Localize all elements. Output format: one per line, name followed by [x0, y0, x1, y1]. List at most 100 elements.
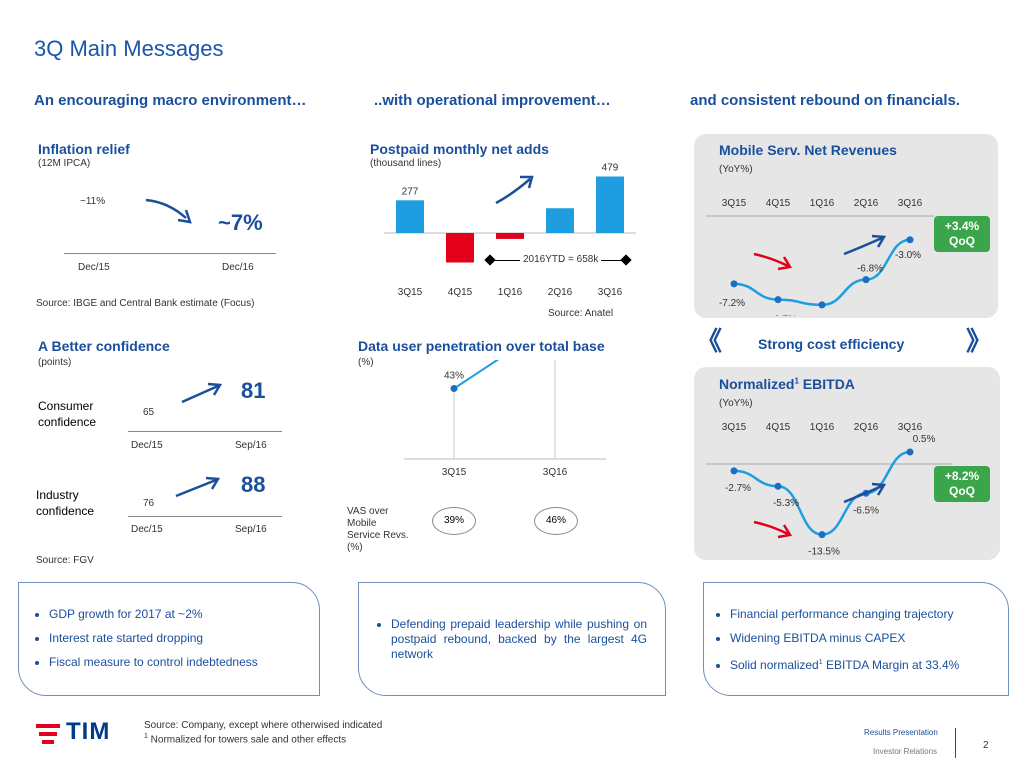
chevron-left-icon: 《 [696, 326, 723, 356]
postpaid-data-label: 277 [402, 186, 419, 197]
data-user-point-3Q15 [450, 385, 458, 392]
ebitda-data-label: -13.5% [808, 547, 840, 555]
ebitda-data-label: -5.3% [773, 498, 799, 509]
postpaid-bar-2Q16 [546, 208, 574, 233]
column-header-operational: ..with operational improvement… [374, 92, 611, 109]
ebitda-tick-label: 2Q16 [854, 422, 879, 433]
mobile-tick-label: 3Q15 [722, 198, 747, 209]
mobile-revenues-subtitle: (YoY%) [719, 164, 753, 175]
data-user-tick-label: 3Q15 [442, 467, 467, 478]
mobile-revenues-badge: +3.4% QoQ [934, 216, 990, 252]
confidence-source: Source: FGV [36, 555, 94, 566]
mobile-point-3Q16 [906, 236, 914, 244]
inflation-to-value: ~7% [218, 210, 263, 235]
postpaid-bar-3Q16 [596, 176, 624, 233]
tim-logo-icon [36, 724, 62, 744]
bullet-item: Interest rate started dropping [49, 631, 319, 646]
column-header-macro: An encouraging macro environment… [34, 92, 307, 109]
ebitda-data-label: 0.5% [913, 434, 936, 445]
footer-divider [955, 728, 956, 758]
confidence-title: A Better confidence [38, 338, 170, 354]
vas-label: VAS over Mobile Service Revs. (%) [347, 506, 409, 553]
bullet-item: Widening EBITDA minus CAPEX [730, 631, 1008, 646]
industry-to-value: 88 [241, 472, 266, 497]
chevron-right-icon: 》 [966, 326, 993, 356]
mobile-point-4Q15 [774, 296, 782, 304]
data-user-data-label: 43% [444, 371, 464, 382]
ebitda-data-label: -2.7% [725, 483, 751, 494]
data-user-title: Data user penetration over total base [358, 338, 605, 354]
mobile-revenues-title: Mobile Serv. Net Revenues [719, 142, 897, 158]
mobile-tick-label: 4Q15 [766, 198, 791, 209]
vas-value-3q16: 46% [534, 507, 578, 535]
postpaid-bar-4Q15 [446, 233, 474, 263]
mobile-tick-label: 1Q16 [810, 198, 835, 209]
tim-logo: TIM [66, 718, 111, 745]
ytd-marker: 2016YTD = 658k [484, 254, 632, 268]
ebitda-tick-label: 1Q16 [810, 422, 835, 433]
industry-confidence-label: Industry confidence [36, 488, 95, 518]
mobile-data-label: -3.0% [895, 250, 921, 261]
inflation-from-label: Dec/15 [78, 262, 110, 273]
industry-from-label: Dec/15 [131, 524, 163, 535]
trend-arrow-icon [843, 234, 887, 256]
operational-bullets-box: Defending prepaid leadership while pushi… [358, 582, 666, 696]
mobile-point-1Q16 [818, 301, 826, 309]
industry-to-label: Sep/16 [235, 524, 267, 535]
page-number: 2 [983, 740, 989, 751]
postpaid-tick-label: 1Q16 [498, 287, 523, 298]
inflation-title: Inflation relief [38, 141, 130, 157]
footer-note: 1 Normalized for towers sale and other e… [144, 733, 347, 746]
ebitda-point-3Q16 [906, 448, 914, 456]
column-header-financials: and consistent rebound on financials. [690, 92, 961, 109]
trend-arrow-icon [145, 198, 192, 224]
ebitda-data-label: -6.5% [853, 505, 879, 516]
diamond-icon [620, 254, 632, 266]
trend-arrow-icon [175, 476, 221, 498]
mobile-point-2Q16 [862, 276, 870, 284]
trend-arrow-icon [181, 382, 223, 404]
consumer-axis [128, 431, 282, 432]
macro-bullets-box: GDP growth for 2017 at ~2% Interest rate… [18, 582, 320, 696]
cost-efficiency-label: Strong cost efficiency [758, 336, 905, 352]
postpaid-tick-label: 2Q16 [548, 287, 573, 298]
decline-arrow-icon [753, 252, 793, 271]
financial-bullets-box: Financial performance changing trajector… [703, 582, 1009, 696]
postpaid-tick-label: 4Q15 [448, 287, 473, 298]
consumer-from-value: 65 [143, 407, 155, 418]
footer-ir-label: Investor Relations [873, 747, 938, 756]
ebitda-tick-label: 4Q15 [766, 422, 791, 433]
footer-source: Source: Company, except where otherwised… [144, 720, 383, 731]
mobile-revenues-line-chart: 3Q154Q151Q162Q163Q16-7.2%-8.7%-9.2%-6.8%… [706, 198, 934, 316]
vas-value-3q15: 39% [432, 507, 476, 535]
inflation-source: Source: IBGE and Central Bank estimate (… [36, 298, 255, 309]
postpaid-data-label: 479 [602, 162, 619, 173]
inflation-from-value: ~11% [80, 196, 106, 207]
ebitda-tick-label: 3Q15 [722, 422, 747, 433]
data-user-subtitle: (%) [358, 357, 374, 368]
consumer-confidence-label: Consumer confidence [38, 399, 97, 429]
postpaid-tick-label: 3Q16 [598, 287, 623, 298]
postpaid-subtitle: (thousand lines) [370, 158, 442, 169]
inflation-axis [64, 253, 276, 254]
mobile-tick-label: 3Q16 [898, 198, 923, 209]
data-user-line-chart: 43%3Q1550%3Q16 [404, 360, 606, 478]
ytd-label: 2016YTD = 658k [520, 254, 602, 265]
industry-axis [128, 516, 282, 517]
bullet-item: Financial performance changing trajector… [730, 607, 1008, 622]
postpaid-title: Postpaid monthly net adds [370, 141, 549, 157]
confidence-subtitle: (points) [38, 357, 72, 368]
data-user-series-line [453, 360, 500, 390]
decline-arrow-icon [753, 520, 793, 539]
ebitda-subtitle: (YoY%) [719, 398, 753, 409]
postpaid-bar-chart: 277 3Q15 4Q15 1Q16 2Q16 479 3Q16 [384, 162, 636, 298]
ebitda-line-chart: 3Q15 4Q15 1Q16 2Q16 3Q16 -2.7% -5.3% -13.5% -6.5… [706, 422, 952, 555]
inflation-subtitle: (12M IPCA) [38, 158, 91, 169]
data-user-tick-label: 3Q16 [543, 467, 568, 478]
consumer-from-label: Dec/15 [131, 440, 163, 451]
inflation-to-label: Dec/16 [222, 262, 254, 273]
ebitda-tick-label: 3Q16 [898, 422, 923, 433]
bullet-item: Fiscal measure to control indebtedness [49, 655, 319, 670]
trend-arrow-icon [843, 482, 887, 504]
mobile-data-label: -6.8% [857, 264, 883, 275]
